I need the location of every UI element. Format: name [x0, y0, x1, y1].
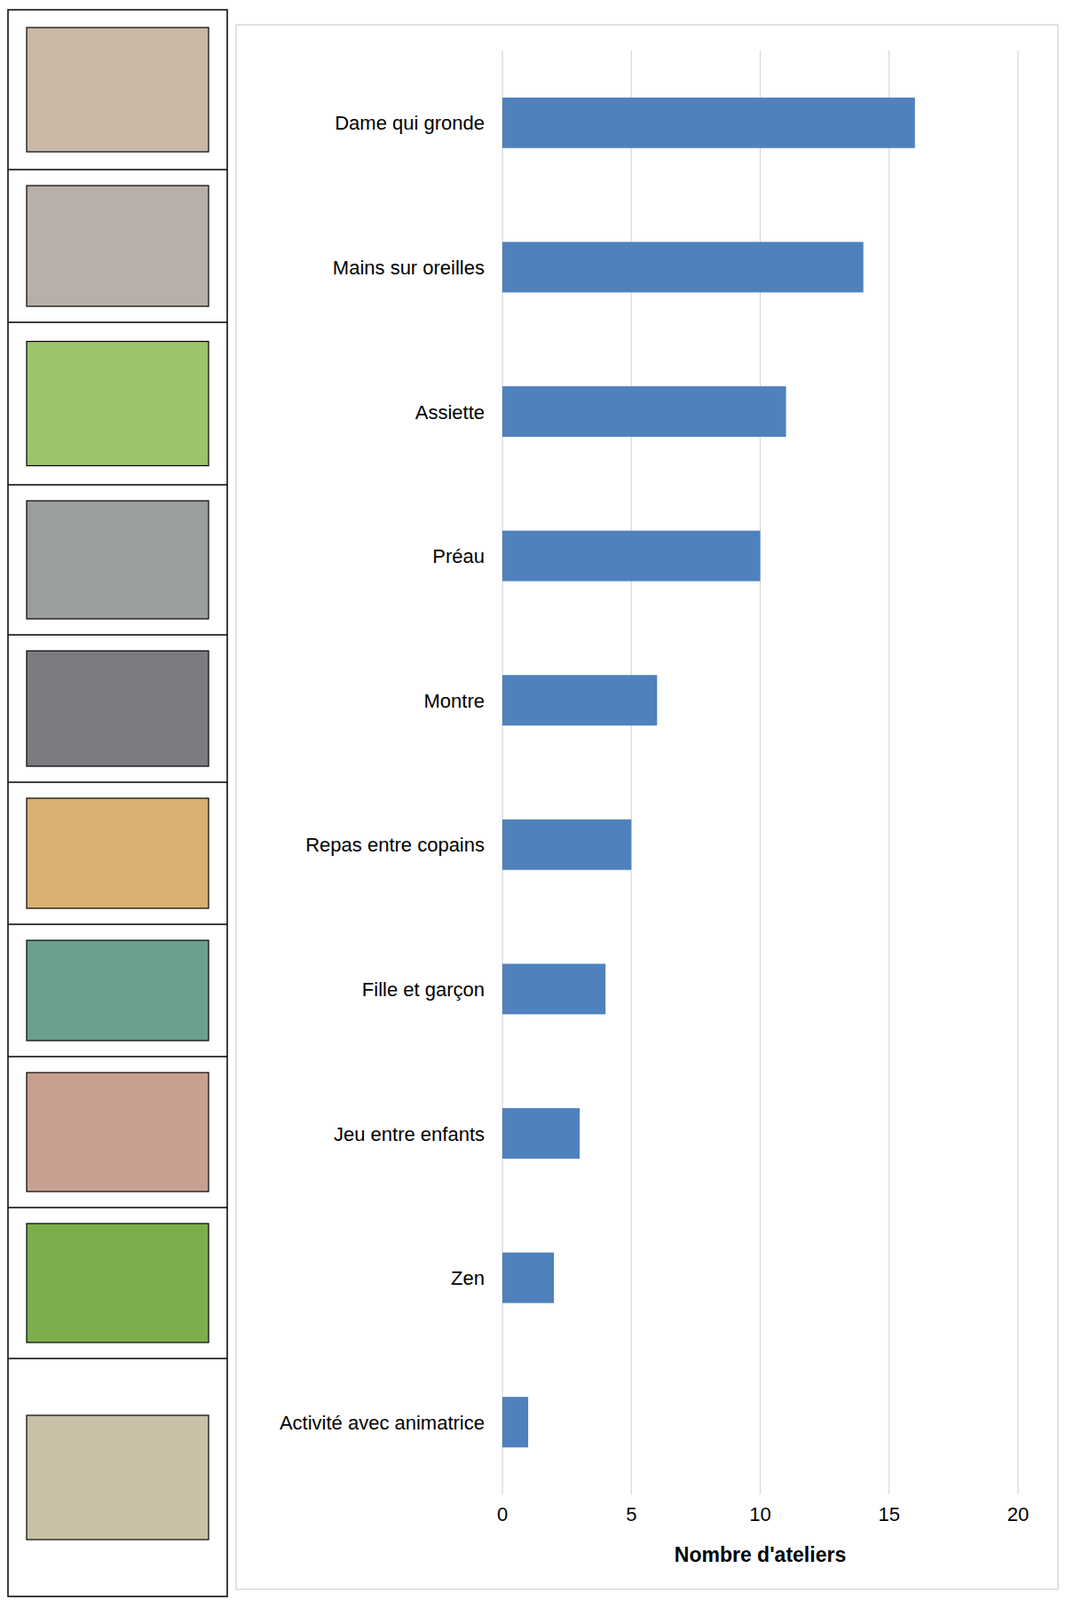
- bar: [502, 819, 632, 870]
- table-row-line: [7, 168, 228, 171]
- grid-line: [1017, 50, 1019, 1494]
- picture-placeholder: [26, 27, 209, 152]
- picture-placeholder: [26, 1072, 209, 1192]
- tick-label: 0: [497, 1502, 508, 1525]
- category-label: Préau: [432, 544, 485, 568]
- picture-placeholder: [26, 797, 209, 909]
- category-label: Activité avec animatrice: [279, 1411, 485, 1434]
- picture-placeholder: [26, 185, 209, 307]
- category-label: Zen: [450, 1266, 485, 1289]
- category-label: Repas entre copains: [305, 833, 485, 856]
- chart-panel: [236, 24, 1059, 1589]
- bar: [502, 97, 916, 149]
- bar: [502, 386, 787, 437]
- table-row-line: [7, 923, 228, 925]
- bar: [502, 1252, 554, 1304]
- picture-placeholder: [26, 650, 209, 767]
- category-label: Jeu entre enfants: [333, 1122, 485, 1146]
- table-row-line: [7, 1055, 228, 1058]
- picture-placeholder: [26, 341, 209, 466]
- bar: [502, 530, 761, 582]
- tick-label: 10: [749, 1502, 771, 1525]
- grid-line: [888, 50, 890, 1494]
- table-row-line: [7, 321, 228, 324]
- picture-placeholder: [26, 939, 209, 1041]
- axis-title: Nombre d'ateliers: [674, 1542, 846, 1566]
- bar: [502, 963, 606, 1014]
- picture-table: [7, 9, 228, 1596]
- category-label: Mains sur oreilles: [332, 256, 485, 279]
- tick-label: 20: [1007, 1502, 1029, 1525]
- table-row-line: [7, 1206, 228, 1209]
- table-row-line: [7, 483, 228, 486]
- bar: [502, 1396, 529, 1447]
- table-row-line: [7, 1357, 228, 1359]
- category-label: Assiette: [415, 401, 485, 424]
- picture-placeholder: [26, 1414, 209, 1540]
- bar: [502, 241, 864, 293]
- bar: [502, 1107, 580, 1159]
- bars: [502, 97, 916, 1447]
- chart-root: 0 5 10 15 20 Dame qui gronde Mains sur oreille…: [0, 0, 1074, 1600]
- tick-label: 15: [878, 1502, 901, 1525]
- category-label: Montre: [424, 689, 485, 712]
- bar: [502, 674, 657, 726]
- category-label: Fille et garçon: [362, 978, 485, 1001]
- category-label: Dame qui gronde: [334, 111, 485, 135]
- table-row-line: [7, 633, 228, 636]
- picture-placeholder: [26, 1223, 209, 1343]
- table-row-line: [7, 781, 228, 783]
- picture-placeholder: [26, 500, 209, 619]
- tick-label: 5: [625, 1502, 637, 1525]
